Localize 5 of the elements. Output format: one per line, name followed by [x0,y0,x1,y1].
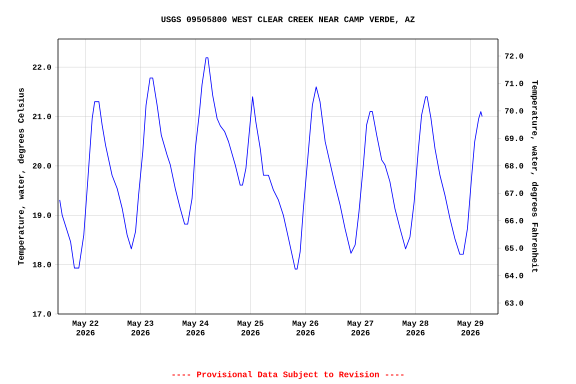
chart-title: USGS 09505800 WEST CLEAR CREEK NEAR CAMP VERDE, AZ [161,16,415,24]
y-axis-title: Temperature, water, degrees Celsius [18,88,26,266]
y2-axis-title: Temperature, water, degrees Fahrenheit [530,80,538,272]
line-series [59,57,483,270]
text: ---- Provisional Data Subject to Revision ---- [172,371,404,379]
